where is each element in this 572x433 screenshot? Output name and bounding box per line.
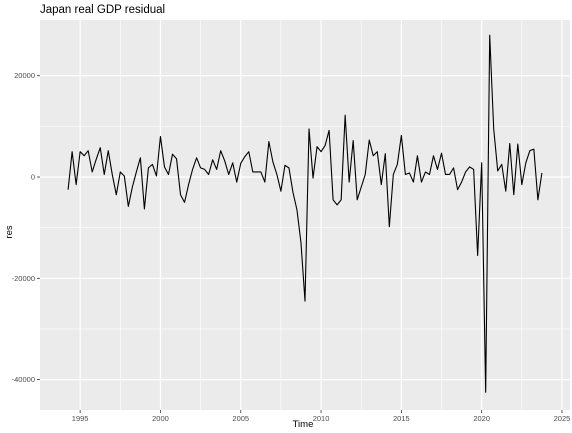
x-tick-label: 1995 (72, 414, 89, 423)
x-tick-label: 2005 (232, 414, 249, 423)
chart-title: Japan real GDP residual (40, 4, 165, 16)
x-tick-label: 2015 (393, 414, 410, 423)
y-tick-label: 20000 (14, 71, 35, 80)
series-line (67, 34, 543, 393)
y-axis-title: res (4, 225, 15, 238)
y-tick-label: -40000 (12, 375, 35, 384)
x-tick-label: 2020 (473, 414, 490, 423)
x-axis-title: Time (293, 419, 314, 430)
x-tick-label: 2000 (152, 414, 169, 423)
y-tick-label: -20000 (12, 274, 35, 283)
x-tick-label: 2010 (313, 414, 330, 423)
x-tick-label: 2025 (554, 414, 571, 423)
plot-panel (40, 20, 570, 410)
y-tick-label: 0 (31, 173, 35, 182)
axis-ticks: 1995 2000 2005 2010 2015 2020 2025 -40000 -20000… (12, 71, 571, 423)
panel-background (40, 20, 570, 410)
